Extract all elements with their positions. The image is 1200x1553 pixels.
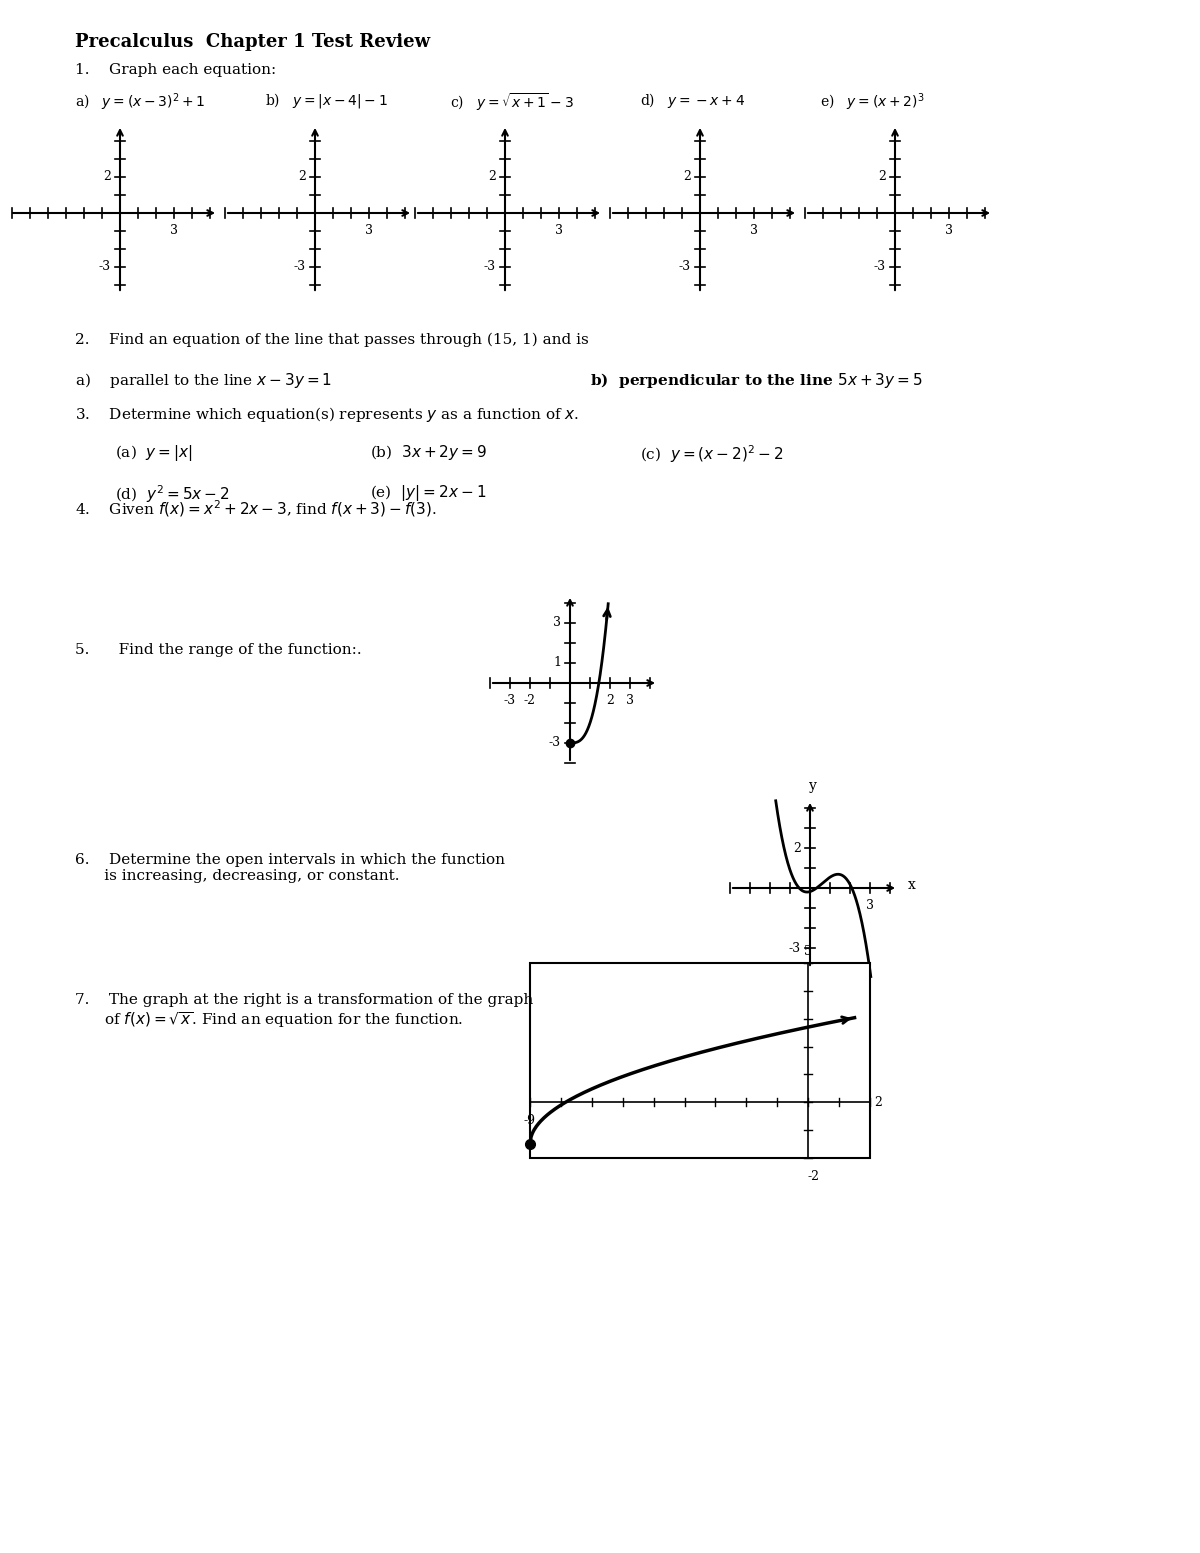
Text: 5: 5: [804, 944, 812, 958]
Text: -9: -9: [524, 1115, 536, 1127]
Text: b)  perpendicular to the line $5x + 3y = 5$: b) perpendicular to the line $5x + 3y = …: [590, 371, 923, 390]
Text: e)   $y = (x+2)^3$: e) $y = (x+2)^3$: [820, 92, 924, 113]
Text: -3: -3: [788, 941, 802, 955]
Text: (d)  $y^2 = 5x - 2$: (d) $y^2 = 5x - 2$: [115, 483, 229, 505]
Text: -3: -3: [484, 261, 496, 273]
Text: 2: 2: [874, 1096, 882, 1109]
Text: 5.      Find the range of the function:.: 5. Find the range of the function:.: [74, 643, 361, 657]
Text: 2: 2: [298, 171, 306, 183]
Text: 3: 3: [553, 617, 562, 629]
Text: a)    parallel to the line $x - 3y = 1$: a) parallel to the line $x - 3y = 1$: [74, 371, 332, 390]
Text: (b)  $3x + 2y = 9$: (b) $3x + 2y = 9$: [370, 443, 487, 461]
Text: 3: 3: [866, 899, 874, 912]
Text: 2.    Find an equation of the line that passes through (15, 1) and is: 2. Find an equation of the line that pas…: [74, 332, 589, 348]
Text: 4.    Given $f(x) = x^2 + 2x - 3$, find $f(x+3) - f(3)$.: 4. Given $f(x) = x^2 + 2x - 3$, find $f(…: [74, 499, 437, 519]
Text: 6.    Determine the open intervals in which the function
      is increasing, de: 6. Determine the open intervals in which…: [74, 853, 505, 884]
Text: 2: 2: [103, 171, 112, 183]
Text: -3: -3: [679, 261, 691, 273]
Text: 3: 3: [365, 224, 373, 238]
Text: -3: -3: [874, 261, 886, 273]
Text: 3: 3: [626, 694, 634, 707]
Text: -2: -2: [808, 1169, 820, 1183]
Text: -2: -2: [524, 694, 536, 707]
Text: 2: 2: [606, 694, 614, 707]
Text: 7.    The graph at the right is a transformation of the graph
      of $f(x) = \: 7. The graph at the right is a transform…: [74, 992, 533, 1030]
Text: 3: 3: [170, 224, 178, 238]
Text: 3: 3: [946, 224, 953, 238]
Text: y: y: [809, 780, 817, 794]
Text: -3: -3: [548, 736, 562, 750]
Text: b)   $y = |x-4| - 1$: b) $y = |x-4| - 1$: [265, 92, 388, 110]
Text: d)   $y = -x + 4$: d) $y = -x + 4$: [640, 92, 745, 110]
Text: (e)  $|y| = 2x - 1$: (e) $|y| = 2x - 1$: [370, 483, 486, 503]
Text: c)   $y = \sqrt{x+1} - 3$: c) $y = \sqrt{x+1} - 3$: [450, 92, 574, 113]
Text: a)   $y = (x-3)^2 + 1$: a) $y = (x-3)^2 + 1$: [74, 92, 205, 113]
Text: 2: 2: [683, 171, 691, 183]
Text: -3: -3: [98, 261, 112, 273]
Text: -3: -3: [294, 261, 306, 273]
Text: (a)  $y = |x|$: (a) $y = |x|$: [115, 443, 193, 463]
Text: x: x: [908, 877, 916, 891]
Text: 2: 2: [878, 171, 886, 183]
Bar: [530, 963, 870, 1159]
Text: (c)  $y = (x-2)^2 - 2$: (c) $y = (x-2)^2 - 2$: [640, 443, 784, 464]
Text: 1: 1: [553, 657, 562, 669]
Text: -3: -3: [504, 694, 516, 707]
Text: 2: 2: [793, 842, 802, 854]
Text: 3: 3: [554, 224, 563, 238]
Text: 3.    Determine which equation(s) represents $y$ as a function of $x$.: 3. Determine which equation(s) represent…: [74, 405, 580, 424]
Text: 3: 3: [750, 224, 758, 238]
Text: 2: 2: [488, 171, 496, 183]
Text: Precalculus  Chapter 1 Test Review: Precalculus Chapter 1 Test Review: [74, 33, 430, 51]
Text: 1.    Graph each equation:: 1. Graph each equation:: [74, 64, 276, 78]
